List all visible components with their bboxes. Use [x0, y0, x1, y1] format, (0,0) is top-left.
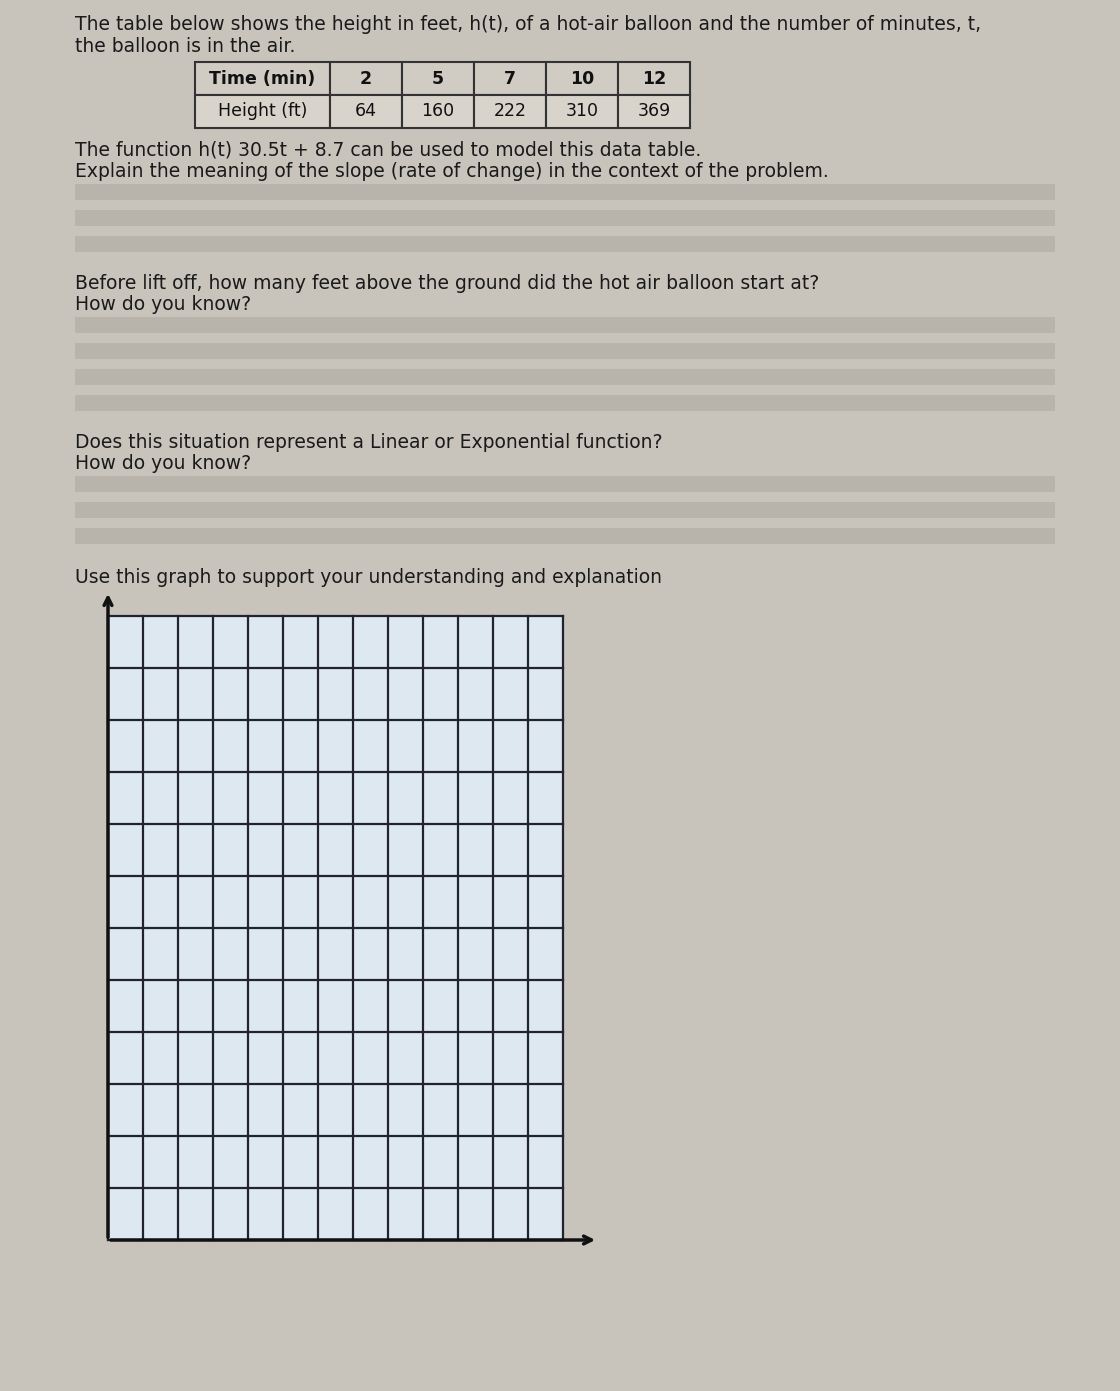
- Bar: [330, 95, 402, 128]
- Bar: [75, 344, 1055, 359]
- Bar: [547, 63, 618, 95]
- Bar: [195, 63, 330, 95]
- Bar: [75, 476, 1055, 492]
- Text: 2: 2: [360, 70, 372, 88]
- Bar: [195, 95, 330, 128]
- Bar: [75, 502, 1055, 517]
- Text: Use this graph to support your understanding and explanation: Use this graph to support your understan…: [75, 568, 662, 587]
- Text: Height (ft): Height (ft): [217, 103, 307, 121]
- Bar: [618, 95, 690, 128]
- Text: 7: 7: [504, 70, 516, 88]
- Bar: [547, 95, 618, 128]
- Bar: [75, 395, 1055, 410]
- Text: The table below shows the height in feet, h(t), of a hot-air balloon and the num: The table below shows the height in feet…: [75, 15, 981, 33]
- Text: Does this situation represent a Linear or Exponential function?: Does this situation represent a Linear o…: [75, 433, 663, 452]
- Text: 10: 10: [570, 70, 594, 88]
- Text: How do you know?: How do you know?: [75, 295, 251, 314]
- Text: How do you know?: How do you know?: [75, 453, 251, 473]
- Text: Time (min): Time (min): [209, 70, 316, 88]
- Bar: [474, 95, 547, 128]
- Bar: [402, 63, 474, 95]
- Bar: [330, 63, 402, 95]
- Bar: [75, 317, 1055, 332]
- Text: the balloon is in the air.: the balloon is in the air.: [75, 38, 296, 56]
- Text: 5: 5: [432, 70, 444, 88]
- Bar: [108, 616, 563, 1239]
- Text: 12: 12: [642, 70, 666, 88]
- Bar: [75, 236, 1055, 252]
- Text: 369: 369: [637, 103, 671, 121]
- Text: 160: 160: [421, 103, 455, 121]
- Bar: [474, 63, 547, 95]
- Bar: [75, 210, 1055, 225]
- Bar: [75, 529, 1055, 544]
- Bar: [75, 184, 1055, 200]
- Bar: [75, 369, 1055, 385]
- Text: Before lift off, how many feet above the ground did the hot air balloon start at: Before lift off, how many feet above the…: [75, 274, 819, 294]
- Bar: [618, 63, 690, 95]
- Text: Explain the meaning of the slope (rate of change) in the context of the problem.: Explain the meaning of the slope (rate o…: [75, 161, 829, 181]
- Text: 310: 310: [566, 103, 598, 121]
- Text: 222: 222: [494, 103, 526, 121]
- Bar: [402, 95, 474, 128]
- Text: The function h(t) 30.5t + 8.7 can be used to model this data table.: The function h(t) 30.5t + 8.7 can be use…: [75, 140, 701, 159]
- Text: 64: 64: [355, 103, 377, 121]
